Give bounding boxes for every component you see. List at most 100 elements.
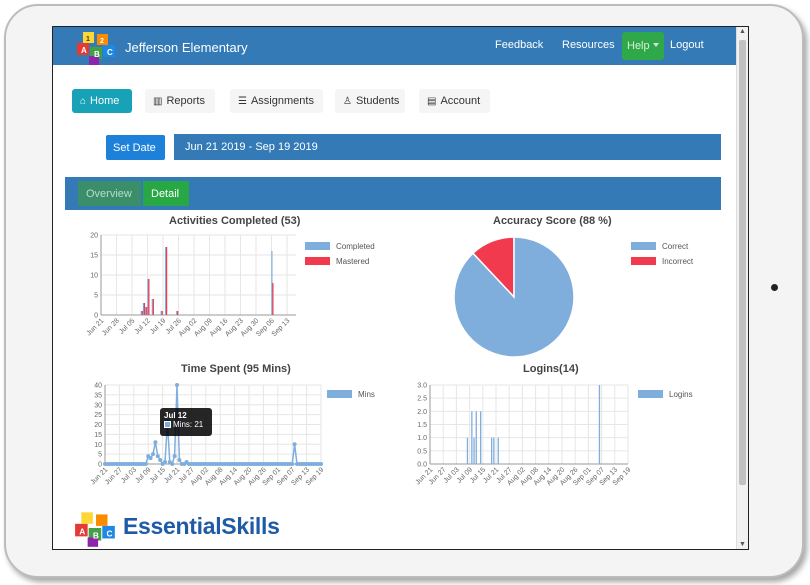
logins-bar xyxy=(473,437,475,464)
logins-bar xyxy=(598,385,601,464)
activities-bar-mastered xyxy=(141,311,143,315)
students-label: Students xyxy=(355,95,400,107)
activities-bar-completed xyxy=(142,303,145,315)
tooltip-title: Jul 12 xyxy=(164,411,187,420)
set-date-button[interactable]: Set Date xyxy=(106,135,165,160)
time-series-point xyxy=(290,462,295,466)
nav-logout-link[interactable]: Logout xyxy=(670,39,704,51)
legend-correct-swatch xyxy=(631,242,656,250)
logins-y-tick-label: 3.0 xyxy=(417,383,427,390)
logins-y-tick-label: 1.5 xyxy=(417,422,427,429)
svg-text:C: C xyxy=(107,48,113,57)
nav-help-dropdown[interactable]: Help xyxy=(622,32,664,60)
time-series-point xyxy=(292,442,297,447)
activities-bar-mastered xyxy=(161,311,163,315)
legend-incorrect-label: Incorrect xyxy=(662,257,694,266)
activities-x-tick-label: Jun 28 xyxy=(101,317,121,337)
legend-completed-label: Completed xyxy=(336,242,375,251)
assignments-label: Assignments xyxy=(250,95,314,107)
scrollbar-thumb[interactable] xyxy=(739,40,746,485)
svg-text:2: 2 xyxy=(100,38,104,45)
time-series-point xyxy=(151,452,155,457)
report-tabs: Overview Detail xyxy=(65,177,721,210)
legend-mastered-swatch xyxy=(305,257,330,265)
legend-mastered-label: Mastered xyxy=(336,257,370,266)
tablet-home-button[interactable] xyxy=(771,284,778,291)
activities-bar-completed xyxy=(165,247,167,315)
logins-bar xyxy=(466,437,469,464)
activities-y-tick-label: 20 xyxy=(90,233,98,240)
school-name[interactable]: Jefferson Elementary xyxy=(125,40,248,55)
scroll-down-arrow-icon[interactable]: ▼ xyxy=(739,541,746,548)
nav-resources-link[interactable]: Resources xyxy=(562,39,615,51)
time-series-point xyxy=(148,456,153,461)
time-series-point xyxy=(172,454,177,459)
logins-y-tick-label: 0.5 xyxy=(417,448,427,455)
pie-slice-correct xyxy=(453,236,575,358)
reports-button[interactable]: ▥ Reports xyxy=(145,89,215,113)
reports-label: Reports xyxy=(166,95,205,107)
activities-x-tick-label: Jul 12 xyxy=(134,317,152,335)
logins-bar xyxy=(480,411,482,464)
tooltip-swatch xyxy=(164,421,171,428)
chart-tooltip: Jul 12 Mins: 21 xyxy=(160,408,212,436)
logins-bar xyxy=(475,411,477,464)
assignments-button[interactable]: ☰ Assignments xyxy=(230,89,323,113)
time-spent-chart-title: Time Spent (95 Mins) xyxy=(181,363,291,375)
activities-y-tick-label: 10 xyxy=(90,273,98,280)
logins-y-tick-label: 0.0 xyxy=(417,462,427,469)
abc-blocks-logo-icon[interactable]: A B C 1 2 xyxy=(75,29,119,65)
time-y-tick-label: 15 xyxy=(94,432,102,439)
legend-logins-label: Logins xyxy=(669,390,693,399)
logins-y-tick-label: 2.5 xyxy=(417,396,427,403)
activities-bar-mastered xyxy=(272,283,274,315)
activities-bar-mastered xyxy=(148,279,150,315)
activities-bar-mastered xyxy=(177,311,179,315)
time-series-point xyxy=(153,440,158,445)
vertical-scrollbar[interactable]: ▲ ▼ xyxy=(736,27,748,549)
scroll-up-arrow-icon[interactable]: ▲ xyxy=(739,28,746,35)
logins-bar xyxy=(493,437,495,464)
tab-overview[interactable]: Overview xyxy=(78,181,141,206)
tab-detail[interactable]: Detail xyxy=(143,181,189,206)
time-y-tick-label: 5 xyxy=(98,452,102,459)
time-series-point xyxy=(319,462,323,466)
legend-incorrect-swatch xyxy=(631,257,656,265)
activities-bar-mastered xyxy=(143,303,146,315)
svg-text:A: A xyxy=(79,526,85,536)
date-range-display[interactable]: Jun 21 2019 - Sep 19 2019 xyxy=(174,134,721,160)
legend-logins-swatch xyxy=(638,390,663,398)
list-icon: ☰ xyxy=(238,96,247,107)
svg-text:A: A xyxy=(81,46,87,55)
time-y-tick-label: 0 xyxy=(98,462,102,469)
bar-chart-icon: ▥ xyxy=(153,96,163,107)
time-y-tick-label: 40 xyxy=(94,383,102,390)
time-series-point xyxy=(175,383,179,387)
accuracy-pie-chart xyxy=(453,236,575,358)
account-card-icon: ▤ xyxy=(427,96,437,107)
tooltip-body: Mins: 21 xyxy=(173,420,204,429)
home-button[interactable]: ⌂ Home xyxy=(72,89,132,113)
time-series-point xyxy=(163,460,167,465)
essential-skills-logo-icon: A B C xyxy=(75,512,115,547)
activities-x-tick-label: Jul 05 xyxy=(118,317,136,335)
top-navbar: A B C 1 2 Jefferson Elementary Feedback … xyxy=(53,27,737,65)
activities-bar-mastered xyxy=(166,247,168,315)
svg-text:C: C xyxy=(106,528,112,538)
activities-x-tick-label: Jul 19 xyxy=(149,317,167,335)
account-button[interactable]: ▤ Account xyxy=(419,89,490,113)
logins-bar xyxy=(497,437,499,464)
svg-text:B: B xyxy=(94,50,100,59)
activities-y-tick-label: 15 xyxy=(90,253,98,260)
time-series-point xyxy=(155,454,160,459)
legend-correct-label: Correct xyxy=(662,242,689,251)
browser-screen: A B C 1 2 Jefferson Elementary Feedback … xyxy=(52,26,749,550)
legend-mins-label: Mins xyxy=(358,390,375,399)
students-button[interactable]: ♙ Students xyxy=(335,89,405,113)
time-series-point xyxy=(158,458,163,463)
time-y-tick-label: 35 xyxy=(94,392,102,399)
nav-feedback-link[interactable]: Feedback xyxy=(495,39,544,51)
